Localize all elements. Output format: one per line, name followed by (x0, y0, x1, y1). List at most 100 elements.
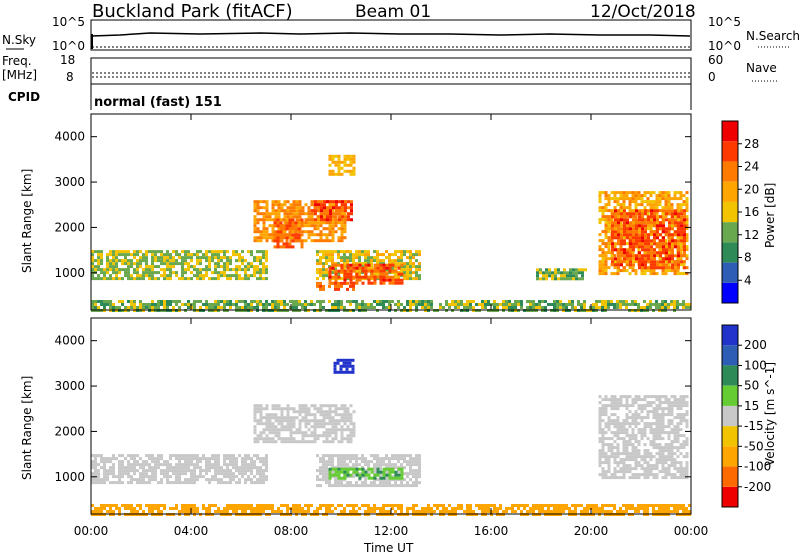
velocity-cell (298, 510, 301, 513)
velocity-cell (310, 404, 314, 408)
power-cell (329, 215, 332, 219)
velocity-cell (367, 507, 370, 510)
power-cell (130, 306, 133, 309)
velocity-cell (217, 510, 220, 513)
power-cell (623, 209, 626, 213)
velocity-cell (358, 484, 361, 488)
velocity-cell (598, 473, 602, 477)
power-cell (376, 274, 379, 278)
power-cell (100, 250, 103, 254)
velocity-cell (334, 507, 337, 510)
power-cell (364, 272, 368, 276)
power-cell (427, 300, 430, 303)
power-cell (607, 221, 611, 225)
velocity-cell (382, 460, 385, 464)
power-cell (647, 254, 650, 258)
velocity-cell (268, 413, 272, 417)
power-cell (163, 277, 166, 281)
power-cell (340, 227, 344, 231)
velocity-cell (151, 507, 154, 510)
power-cell (646, 200, 650, 204)
power-cell (181, 268, 184, 272)
velocity-cell (130, 457, 133, 461)
power-cell (655, 300, 658, 303)
velocity-cell (259, 507, 262, 510)
power-cell (187, 268, 190, 272)
power-cell (112, 265, 115, 269)
power-cell (259, 218, 263, 222)
power-cell (160, 256, 163, 260)
power-cell (334, 284, 337, 288)
power-cell (670, 203, 674, 207)
power-cell (625, 269, 629, 273)
power-cell (626, 212, 629, 216)
velocity-cell (388, 466, 391, 470)
velocity-cell (259, 475, 262, 479)
power-cell (619, 300, 622, 303)
power-cell (580, 306, 583, 309)
power-cell (283, 300, 286, 303)
velocity-cell (348, 364, 352, 368)
date-title: 12/Oct/2018 (590, 2, 696, 22)
power-cell (382, 262, 385, 266)
power-cell (406, 300, 409, 303)
power-cell (328, 233, 332, 237)
velocity-cell (370, 481, 373, 485)
power-cell (668, 254, 671, 258)
velocity-cell (339, 358, 343, 362)
power-cell (650, 212, 653, 216)
velocity-cell (655, 443, 659, 447)
power-cell (601, 191, 605, 195)
velocity-cell (649, 467, 653, 471)
velocity-cell (373, 507, 376, 510)
power-cell (349, 269, 353, 273)
power-cell (277, 206, 281, 210)
velocity-cell (634, 440, 638, 444)
power-cell (355, 278, 359, 282)
power-cell (644, 242, 647, 246)
velocity-cell (409, 463, 412, 467)
velocity-cell (673, 425, 677, 429)
power-cell (121, 262, 124, 266)
power-cell (355, 253, 358, 257)
power-cell (292, 300, 295, 303)
power-cell (656, 209, 659, 213)
velocity-cell (184, 454, 187, 458)
velocity-cell (628, 404, 632, 408)
velocity-cell (133, 463, 136, 467)
power-cell (659, 251, 662, 255)
power-cell (253, 209, 257, 213)
power-cell (415, 268, 418, 272)
velocity-cell (127, 454, 130, 458)
velocity-cell (418, 457, 421, 461)
power-cell (367, 262, 370, 266)
power-cell (517, 300, 520, 303)
velocity-cell (622, 476, 626, 480)
power-cell (670, 260, 674, 264)
power-cell (323, 212, 326, 216)
power-cell (166, 300, 169, 303)
velocity-cell (136, 510, 139, 513)
power-cell (638, 242, 641, 246)
power-cell (291, 224, 295, 228)
velocity-cell (127, 481, 130, 485)
power-cell (607, 200, 611, 204)
velocity-cell (325, 422, 329, 426)
power-cell (314, 200, 317, 204)
velocity-cell (256, 454, 259, 458)
power-cell (344, 215, 347, 219)
power-cell (566, 274, 569, 278)
velocity-cell (340, 467, 344, 471)
velocity-cell (598, 410, 602, 414)
power-cell (160, 274, 163, 278)
power-cell (391, 300, 394, 303)
power-cell (664, 300, 667, 303)
velocity-cell (379, 484, 382, 488)
velocity-cell (631, 416, 635, 420)
velocity-cell (253, 404, 257, 408)
power-cell (256, 239, 260, 243)
velocity-cell (598, 449, 602, 453)
velocity-cell (193, 472, 196, 476)
velocity-cell (115, 507, 118, 510)
power-cell (643, 206, 647, 210)
